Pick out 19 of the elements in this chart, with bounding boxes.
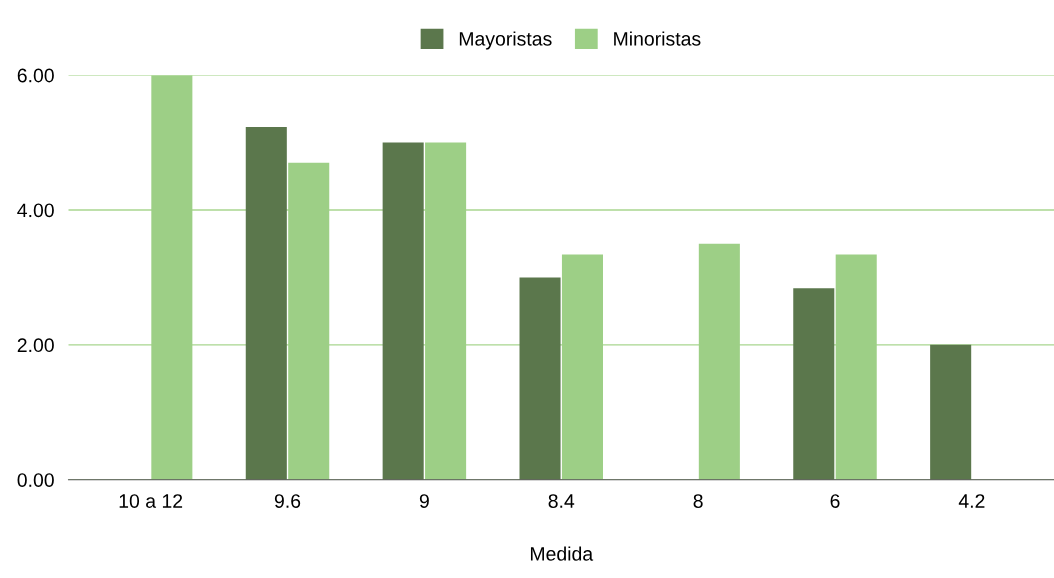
bar <box>245 127 287 480</box>
legend-label: Minoristas <box>614 31 701 46</box>
y-tick-label: 6.00 <box>17 68 54 83</box>
x-axis-title: Medida <box>530 546 594 561</box>
x-tick-label: 9.6 <box>274 494 301 508</box>
x-tick-label: 6 <box>830 494 840 508</box>
legend-label: Mayoristas <box>459 31 552 50</box>
y-tick-label: 0.00 <box>17 473 54 487</box>
x-tick-label: 8 <box>693 494 703 508</box>
y-tick-label: 2.00 <box>17 338 54 353</box>
x-tick-label: 8.4 <box>548 494 575 508</box>
x-tick-label: 4.2 <box>958 494 985 508</box>
x-tick-label: 10 a 12 <box>119 494 183 508</box>
bar <box>519 277 561 480</box>
bar <box>793 288 835 480</box>
x-tick-label: 9 <box>419 494 429 508</box>
y-tick-label: 4.00 <box>17 203 54 218</box>
bar <box>930 344 972 480</box>
bar <box>382 142 424 480</box>
